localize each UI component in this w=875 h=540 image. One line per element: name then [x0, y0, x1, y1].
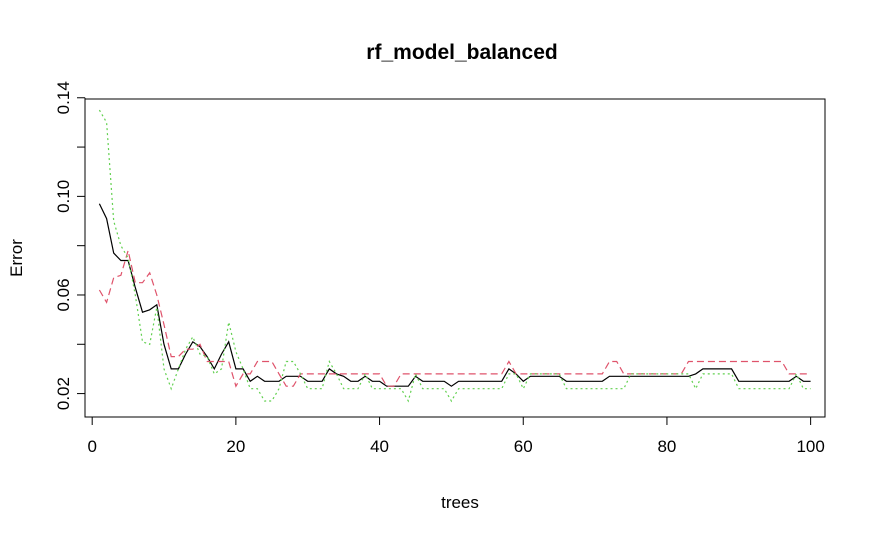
x-tick-label: 60	[514, 437, 533, 456]
x-axis: 0 20 40 60 80 100	[87, 416, 825, 456]
y-tick-label: 0.14	[54, 81, 73, 114]
x-tick-label: 100	[796, 437, 824, 456]
x-tick-label: 40	[370, 437, 389, 456]
series-line-1	[98, 203, 811, 387]
y-tick-label: 0.10	[54, 180, 73, 213]
series-lines	[98, 109, 811, 403]
series-line-3	[98, 109, 811, 403]
y-axis: 0.02 0.06 0.10 0.14	[54, 81, 86, 410]
x-tick-label: 0	[87, 437, 96, 456]
x-axis-label: trees	[441, 493, 479, 512]
x-tick-label: 80	[657, 437, 676, 456]
series-line-2	[98, 250, 811, 388]
y-tick-label: 0.06	[54, 278, 73, 311]
chart-title: rf_model_balanced	[366, 41, 557, 64]
x-tick-label: 20	[226, 437, 245, 456]
y-axis-label: Error	[7, 239, 26, 277]
y-tick-label: 0.02	[54, 377, 73, 410]
